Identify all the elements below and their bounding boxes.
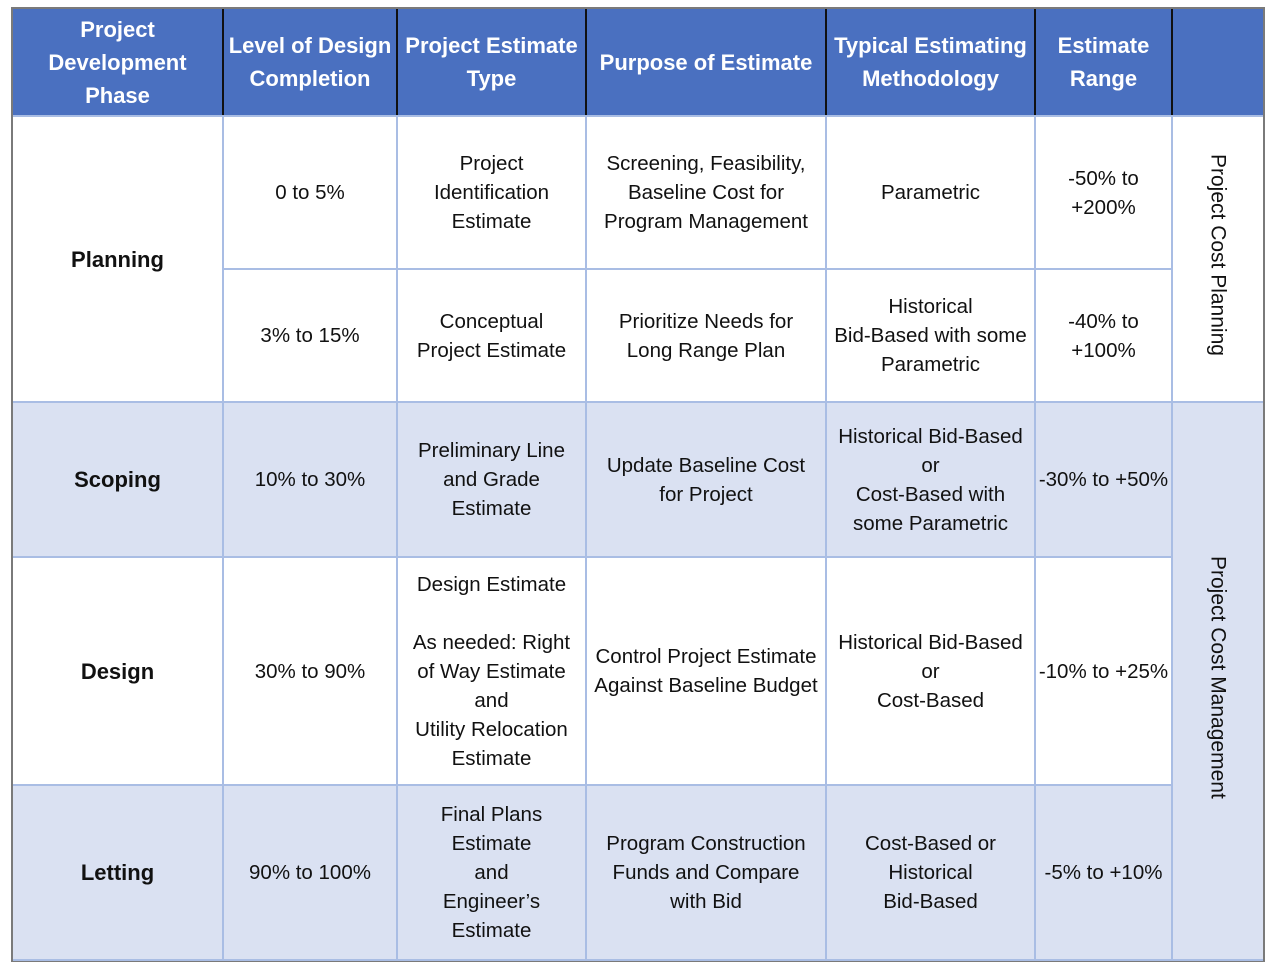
level-cell: 30% to 90%	[222, 556, 398, 786]
range-cell: -50% to +200%	[1034, 115, 1173, 270]
header-phase: Project Development Phase	[13, 9, 223, 117]
table-row: Design 30% to 90% Design Estimate As nee…	[13, 556, 1263, 786]
purpose-cell: Prioritize Needs for Long Range Plan	[585, 268, 827, 403]
table-row: Scoping 10% to 30% Preliminary Line and …	[13, 401, 1263, 961]
phase-cell: Scoping	[13, 401, 224, 558]
header-method: Typical Estimating Methodology	[825, 9, 1035, 117]
side-label-management: Project Cost Management	[1171, 401, 1263, 961]
side-label-text: Project Cost Management	[1206, 555, 1230, 799]
side-label-text: Project Cost Planning	[1206, 154, 1230, 356]
header-type: Project Estimate Type	[396, 9, 586, 117]
method-cell: Historical Bid-Based with some Parametri…	[825, 268, 1036, 403]
type-cell: Design Estimate As needed: Right of Way …	[396, 556, 587, 786]
header-blank	[1171, 9, 1263, 117]
range-cell: -10% to +25%	[1034, 556, 1173, 786]
header-level: Level of Design Completion	[222, 9, 397, 117]
estimate-table: Project Development Phase Level of Desig…	[13, 9, 1263, 961]
header-row: Project Development Phase Level of Desig…	[13, 9, 1263, 117]
header-purpose: Purpose of Estimate	[585, 9, 826, 117]
purpose-cell: Update Baseline Cost for Project	[585, 401, 827, 558]
phase-cell: Design	[13, 556, 224, 786]
type-cell: Conceptual Project Estimate	[396, 268, 587, 403]
header-range: Estimate Range	[1034, 9, 1172, 117]
method-cell: Historical Bid-Based or Cost-Based with …	[825, 401, 1036, 558]
level-cell: 90% to 100%	[222, 784, 398, 961]
range-cell: -30% to +50%	[1034, 401, 1173, 558]
purpose-cell: Program Construction Funds and Compare w…	[585, 784, 827, 961]
table-row: Letting 90% to 100% Final Plans Estimate…	[13, 784, 1263, 961]
table-row: Planning 0 to 5% Project Identification …	[13, 115, 1263, 403]
range-cell: -40% to +100%	[1034, 268, 1173, 403]
type-cell: Project Identification Estimate	[396, 115, 587, 270]
type-cell: Preliminary Line and Grade Estimate	[396, 401, 587, 558]
level-cell: 10% to 30%	[222, 401, 398, 558]
method-cell: Parametric	[825, 115, 1036, 270]
purpose-cell: Screening, Feasibility, Baseline Cost fo…	[585, 115, 827, 270]
method-cell: Cost-Based or Historical Bid-Based	[825, 784, 1036, 961]
level-cell: 0 to 5%	[222, 115, 398, 270]
phase-cell: Planning	[13, 115, 224, 403]
table-row: 3% to 15% Conceptual Project Estimate Pr…	[13, 268, 1263, 403]
purpose-cell: Control Project Estimate Against Baselin…	[585, 556, 827, 786]
side-label-planning: Project Cost Planning	[1171, 115, 1263, 403]
level-cell: 3% to 15%	[223, 268, 398, 403]
range-cell: -5% to +10%	[1034, 784, 1173, 961]
phase-cell: Letting	[13, 784, 224, 961]
type-cell: Final Plans Estimate and Engineer’s Esti…	[396, 784, 587, 961]
method-cell: Historical Bid-Based or Cost-Based	[825, 556, 1036, 786]
estimate-table-frame: Project Development Phase Level of Desig…	[11, 7, 1265, 962]
